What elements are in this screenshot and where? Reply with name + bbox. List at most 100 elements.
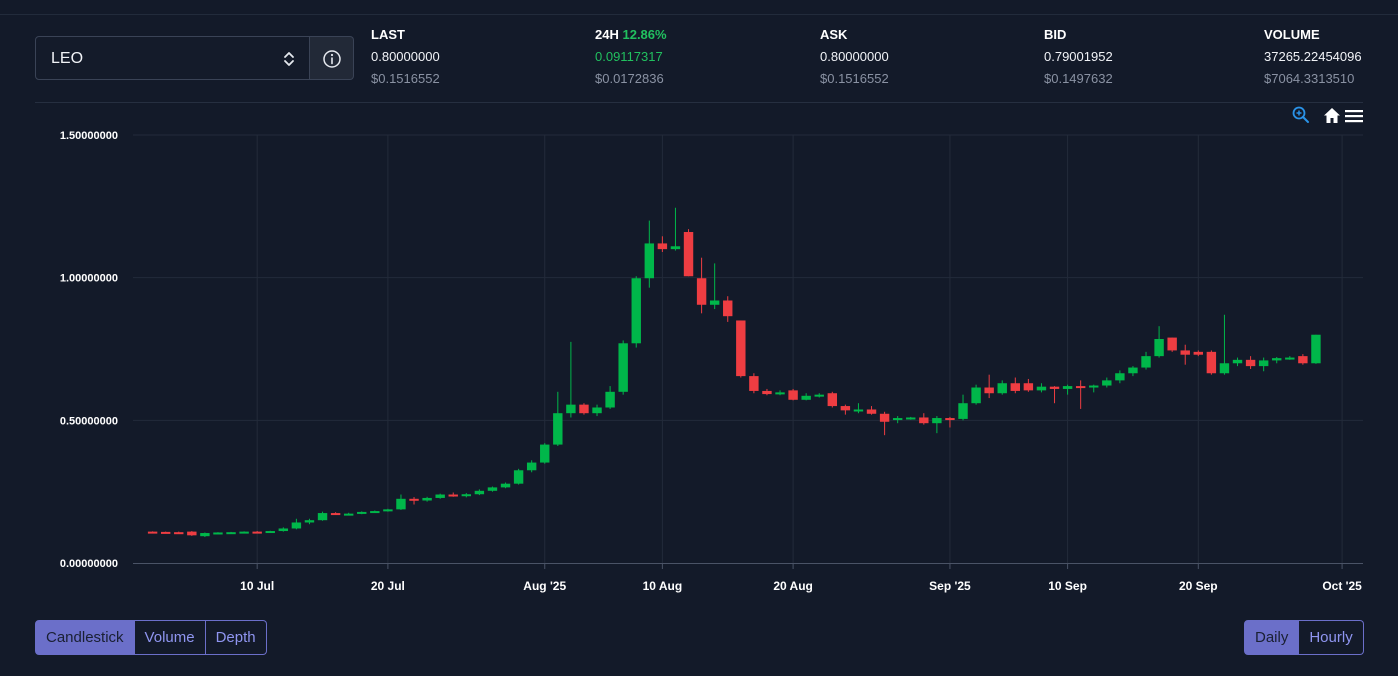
candle-body xyxy=(187,531,197,536)
chart-grid xyxy=(133,134,1363,563)
tab-volume[interactable]: Volume xyxy=(134,620,206,655)
candle-body xyxy=(1075,386,1086,389)
stat-volume-label: VOLUME xyxy=(1264,27,1320,42)
candle-body xyxy=(383,509,393,512)
candle-body xyxy=(644,243,655,279)
stat-last-usd: $0.1516552 xyxy=(371,71,440,86)
candle-body xyxy=(343,513,354,516)
candle-body xyxy=(213,532,223,535)
stat-volume: VOLUME 37265.22454096 $7064.3313510 xyxy=(1264,27,1394,87)
stat-24h: 24H 12.86% 0.09117317 $0.0172836 xyxy=(595,27,795,87)
stat-24h-percent: 12.86% xyxy=(622,27,667,42)
candle-body xyxy=(749,376,759,391)
candle-body xyxy=(605,391,615,408)
candle-body xyxy=(853,409,864,412)
candle-body xyxy=(997,383,1007,394)
candle-body xyxy=(892,418,903,421)
candle-body xyxy=(592,407,602,414)
stat-bid: BID 0.79001952 $0.1497632 xyxy=(1044,27,1244,87)
tab-hourly[interactable]: Hourly xyxy=(1299,620,1364,655)
candle-body xyxy=(448,494,458,497)
stat-24h-value: 0.09117317 xyxy=(595,49,663,64)
candle-body xyxy=(1102,380,1112,386)
candle-body xyxy=(566,404,576,414)
tab-depth[interactable]: Depth xyxy=(205,620,267,655)
candle-body xyxy=(500,483,511,488)
candle-body xyxy=(317,513,328,521)
candle-body xyxy=(147,531,158,534)
candle-body xyxy=(226,532,236,535)
pair-select[interactable]: LEO xyxy=(35,36,310,80)
chart-candles xyxy=(147,207,1321,538)
candle-body xyxy=(1036,386,1047,391)
candle-body xyxy=(775,392,785,395)
stat-24h-label-row: 24H 12.86% xyxy=(595,27,795,43)
stat-24h-usd: $0.0172836 xyxy=(595,71,664,86)
candle-body xyxy=(1193,351,1204,355)
y-tick-label: 1.50000000 xyxy=(60,130,118,142)
stat-ask-label: ASK xyxy=(820,27,848,42)
tab-candlestick[interactable]: Candlestick xyxy=(35,620,135,655)
candle-body xyxy=(788,390,798,400)
candle-body xyxy=(396,498,406,510)
candle-body xyxy=(814,394,824,397)
y-tick-label: 0.50000000 xyxy=(60,415,118,427)
stat-bid-usd: $0.1497632 xyxy=(1044,71,1113,86)
candle-body xyxy=(801,395,811,400)
candle-body xyxy=(631,278,641,344)
candle-body xyxy=(1219,363,1230,374)
candle-body xyxy=(840,406,851,411)
candle-body xyxy=(670,246,681,250)
candle-body xyxy=(945,418,955,421)
chart-axes: 0.00000000 0.50000000 1.00000000 1.50000000… xyxy=(60,130,1363,593)
hamburger-menu-icon[interactable] xyxy=(1344,106,1364,126)
x-tick-label: Oct '25 xyxy=(1322,579,1362,593)
candle-body xyxy=(1049,386,1060,389)
candle-body xyxy=(1128,367,1138,374)
y-tick-label: 0.00000000 xyxy=(60,558,118,570)
stat-volume-value: 37265.22454096 xyxy=(1264,49,1362,64)
candle-body xyxy=(683,232,694,277)
candle-body xyxy=(736,320,746,377)
x-tick-label: Aug '25 xyxy=(523,579,566,593)
chart-type-tabs: Candlestick Volume Depth xyxy=(35,620,267,655)
info-circle-icon xyxy=(323,50,341,68)
candle-body xyxy=(370,511,380,514)
stat-last-label: LAST xyxy=(371,27,405,42)
stat-last: LAST 0.80000000 $0.1516552 xyxy=(371,27,571,87)
candle-body xyxy=(618,343,628,392)
header-divider xyxy=(35,102,1363,103)
candle-body xyxy=(984,387,994,394)
candle-body xyxy=(723,300,733,317)
info-button[interactable] xyxy=(310,36,354,80)
candle-body xyxy=(461,494,472,497)
tab-daily[interactable]: Daily xyxy=(1244,620,1300,655)
candlestick-chart: 0.00000000 0.50000000 1.00000000 1.50000000… xyxy=(60,130,1363,593)
candle-body xyxy=(526,462,537,471)
zoom-in-icon[interactable] xyxy=(1291,105,1311,125)
x-tick-label: 20 Jul xyxy=(371,579,405,593)
candle-body xyxy=(1258,360,1269,367)
candle-body xyxy=(1141,356,1151,368)
candle-body xyxy=(1115,373,1125,381)
candle-body xyxy=(762,390,772,395)
x-tick-label: 10 Sep xyxy=(1048,579,1087,593)
candle-body xyxy=(200,533,210,537)
candle-body xyxy=(1167,337,1177,351)
candle-body xyxy=(291,522,302,529)
candle-body xyxy=(971,387,981,404)
candle-body xyxy=(1245,359,1256,367)
stat-ask: ASK 0.80000000 $0.1516552 xyxy=(820,27,1020,87)
candle-body xyxy=(357,511,367,514)
home-icon[interactable] xyxy=(1322,106,1342,126)
x-tick-label: 10 Aug xyxy=(643,579,683,593)
candle-body xyxy=(866,409,877,414)
candle-body xyxy=(1298,356,1308,364)
candle-body xyxy=(1010,383,1021,391)
x-tick-label: 20 Aug xyxy=(773,579,813,593)
candle-body xyxy=(160,531,171,534)
candle-body xyxy=(1180,350,1190,355)
candle-body xyxy=(1272,358,1282,361)
candle-body xyxy=(958,403,968,419)
candle-body xyxy=(265,531,275,534)
